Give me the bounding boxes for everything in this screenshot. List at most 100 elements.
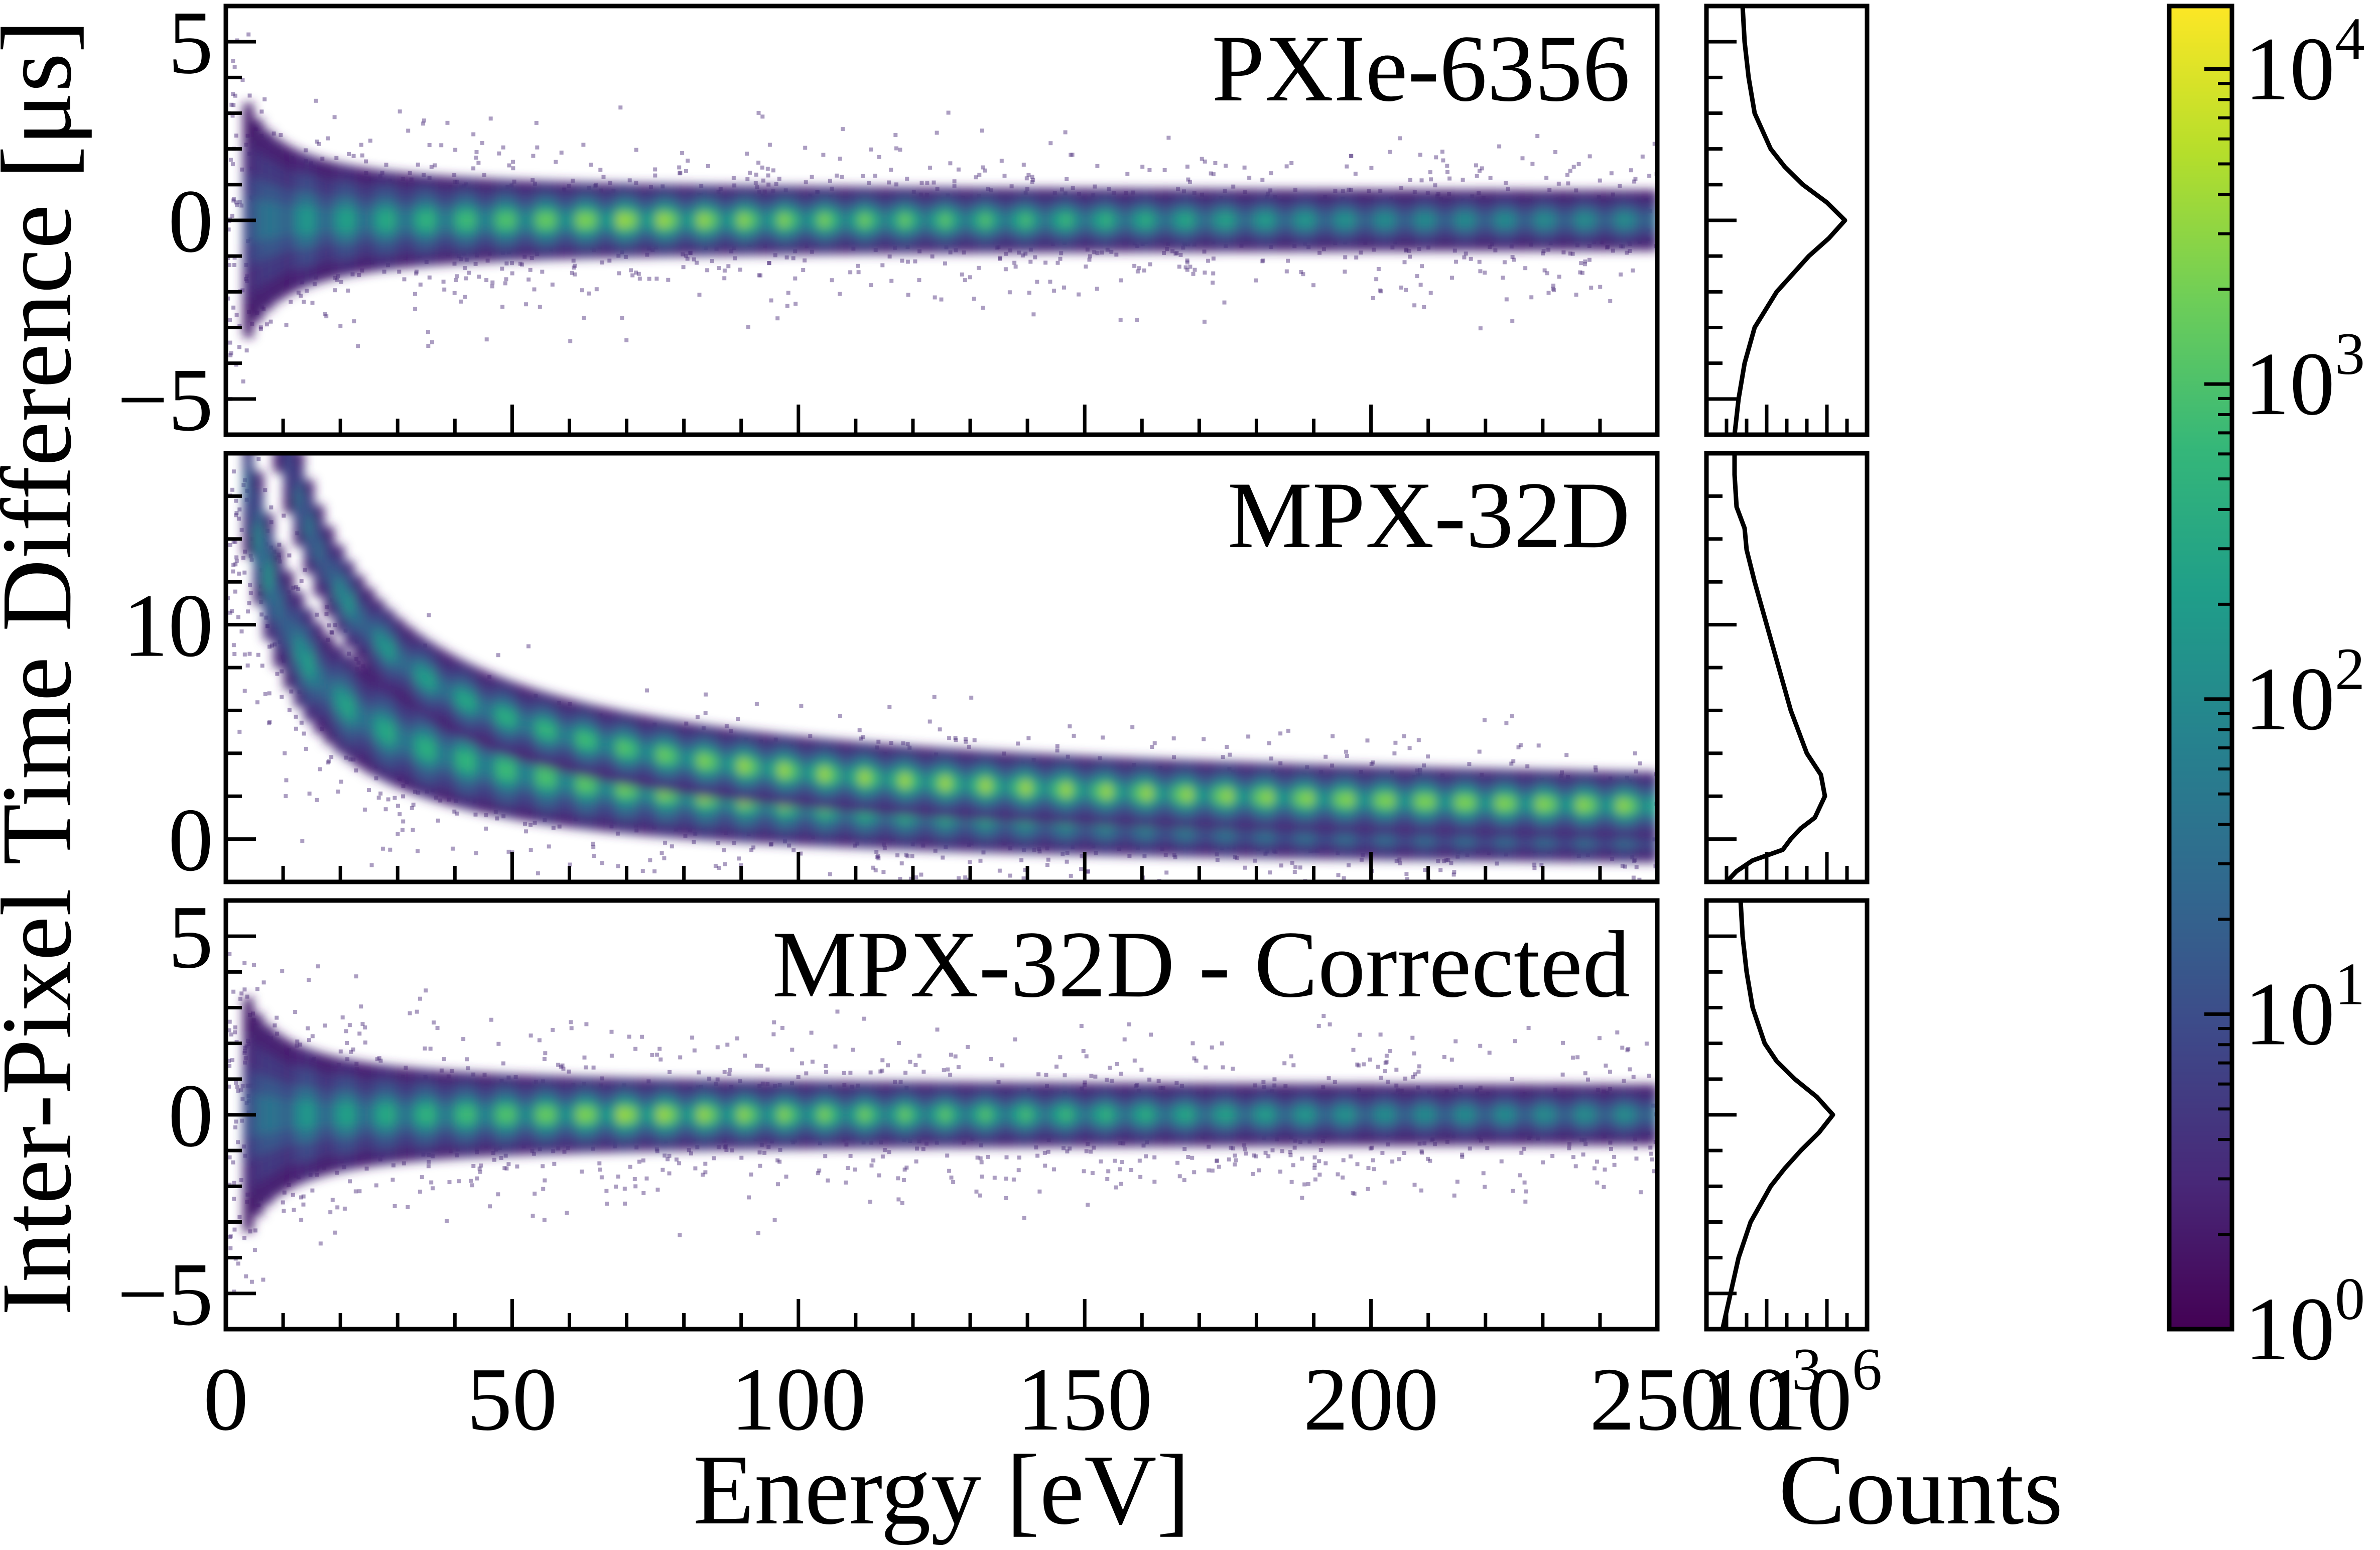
noise-dot (248, 591, 253, 595)
noise-dot (1345, 164, 1349, 169)
band-segment (950, 213, 961, 227)
noise-dot (1072, 733, 1076, 738)
band-segment (1516, 797, 1527, 811)
noise-dot (234, 511, 239, 515)
band-segment (1313, 214, 1325, 227)
noise-dot (260, 664, 265, 668)
band-segment (637, 213, 648, 228)
band-segment (799, 765, 810, 780)
band-segment (1344, 793, 1355, 807)
band-segment (405, 210, 416, 230)
noise-dot (1254, 278, 1258, 283)
noise-dot (406, 128, 411, 133)
noise-dot (536, 871, 540, 875)
noise-dot (1639, 1190, 1643, 1195)
noise-dot (557, 824, 562, 829)
band-segment (606, 738, 617, 753)
band-segment (394, 210, 406, 230)
noise-dot (570, 271, 574, 275)
noise-dot (1504, 181, 1508, 185)
noise-dot (634, 271, 638, 275)
noise-dot (287, 553, 292, 558)
noise-dot (1618, 184, 1622, 188)
noise-dot (1007, 290, 1012, 295)
noise-dot (1407, 746, 1412, 750)
band-segment (677, 213, 688, 228)
noise-dot (1185, 164, 1189, 169)
noise-dot (1518, 743, 1523, 747)
noise-dot (1118, 1167, 1122, 1172)
noise-dot (231, 103, 236, 107)
band-segment (1485, 214, 1496, 227)
noise-dot (500, 267, 504, 271)
noise-dot (535, 145, 540, 150)
noise-dot (411, 828, 415, 832)
noise-dot (1142, 268, 1146, 273)
noise-dot (294, 714, 298, 719)
noise-dot (1441, 158, 1445, 163)
band-segment (1576, 214, 1588, 227)
noise-dot (255, 700, 259, 705)
noise-dot (1202, 737, 1206, 741)
band-segment (546, 724, 557, 739)
band-segment (1193, 214, 1204, 227)
noise-dot (666, 1157, 670, 1161)
noise-dot (268, 720, 272, 724)
noise-dot (894, 182, 898, 187)
noise-dot (758, 273, 763, 278)
noise-dot (1298, 865, 1302, 870)
noise-dot (1292, 1145, 1297, 1150)
noise-dot (873, 868, 878, 872)
noise-dot (980, 1175, 984, 1179)
noise-dot (510, 261, 514, 266)
noise-dot (323, 312, 327, 316)
noise-dot (608, 181, 612, 185)
noise-dot (1034, 1145, 1038, 1149)
noise-dot (1536, 743, 1541, 748)
noise-dot (279, 133, 283, 138)
noise-dot (889, 168, 893, 172)
noise-dot (1574, 293, 1578, 297)
band-segment (1526, 797, 1537, 811)
band-segment (425, 740, 436, 760)
noise-dot (1021, 876, 1026, 881)
noise-dot (515, 1164, 519, 1169)
noise-dot (1628, 249, 1632, 253)
noise-dot (1009, 184, 1014, 189)
noise-dot (354, 768, 358, 772)
noise-dot (981, 165, 985, 170)
noise-dot (861, 174, 865, 178)
band-segment (1263, 790, 1274, 805)
noise-dot (833, 1044, 838, 1049)
noise-dot (851, 1048, 855, 1052)
band-segment (1051, 782, 1062, 797)
band-segment (475, 211, 486, 229)
noise-dot (543, 1051, 548, 1056)
band-segment (253, 199, 264, 241)
noise-dot (634, 148, 638, 152)
noise-dot (1598, 285, 1603, 289)
band-segment (1162, 787, 1173, 801)
band-segment (1031, 781, 1042, 796)
noise-dot (423, 1046, 427, 1051)
band-segment (1637, 214, 1648, 227)
noise-dot (1356, 1063, 1361, 1068)
band-segment (1223, 214, 1234, 227)
noise-dot (580, 288, 584, 293)
noise-dot (329, 755, 334, 759)
noise-dot (724, 724, 729, 728)
band-segment (485, 757, 496, 777)
noise-dot (524, 302, 528, 307)
noise-dot (474, 156, 478, 160)
noise-dot (761, 178, 765, 183)
noise-dot (1079, 867, 1083, 871)
noise-dot (756, 161, 761, 165)
band-segment (1102, 214, 1113, 227)
noise-dot (946, 1067, 950, 1072)
noise-dot (332, 115, 337, 119)
band-segment (1586, 798, 1598, 812)
band-segment (405, 659, 416, 676)
band-segment (1213, 214, 1224, 227)
noise-dot (1342, 876, 1346, 880)
noise-dot (457, 1179, 461, 1184)
